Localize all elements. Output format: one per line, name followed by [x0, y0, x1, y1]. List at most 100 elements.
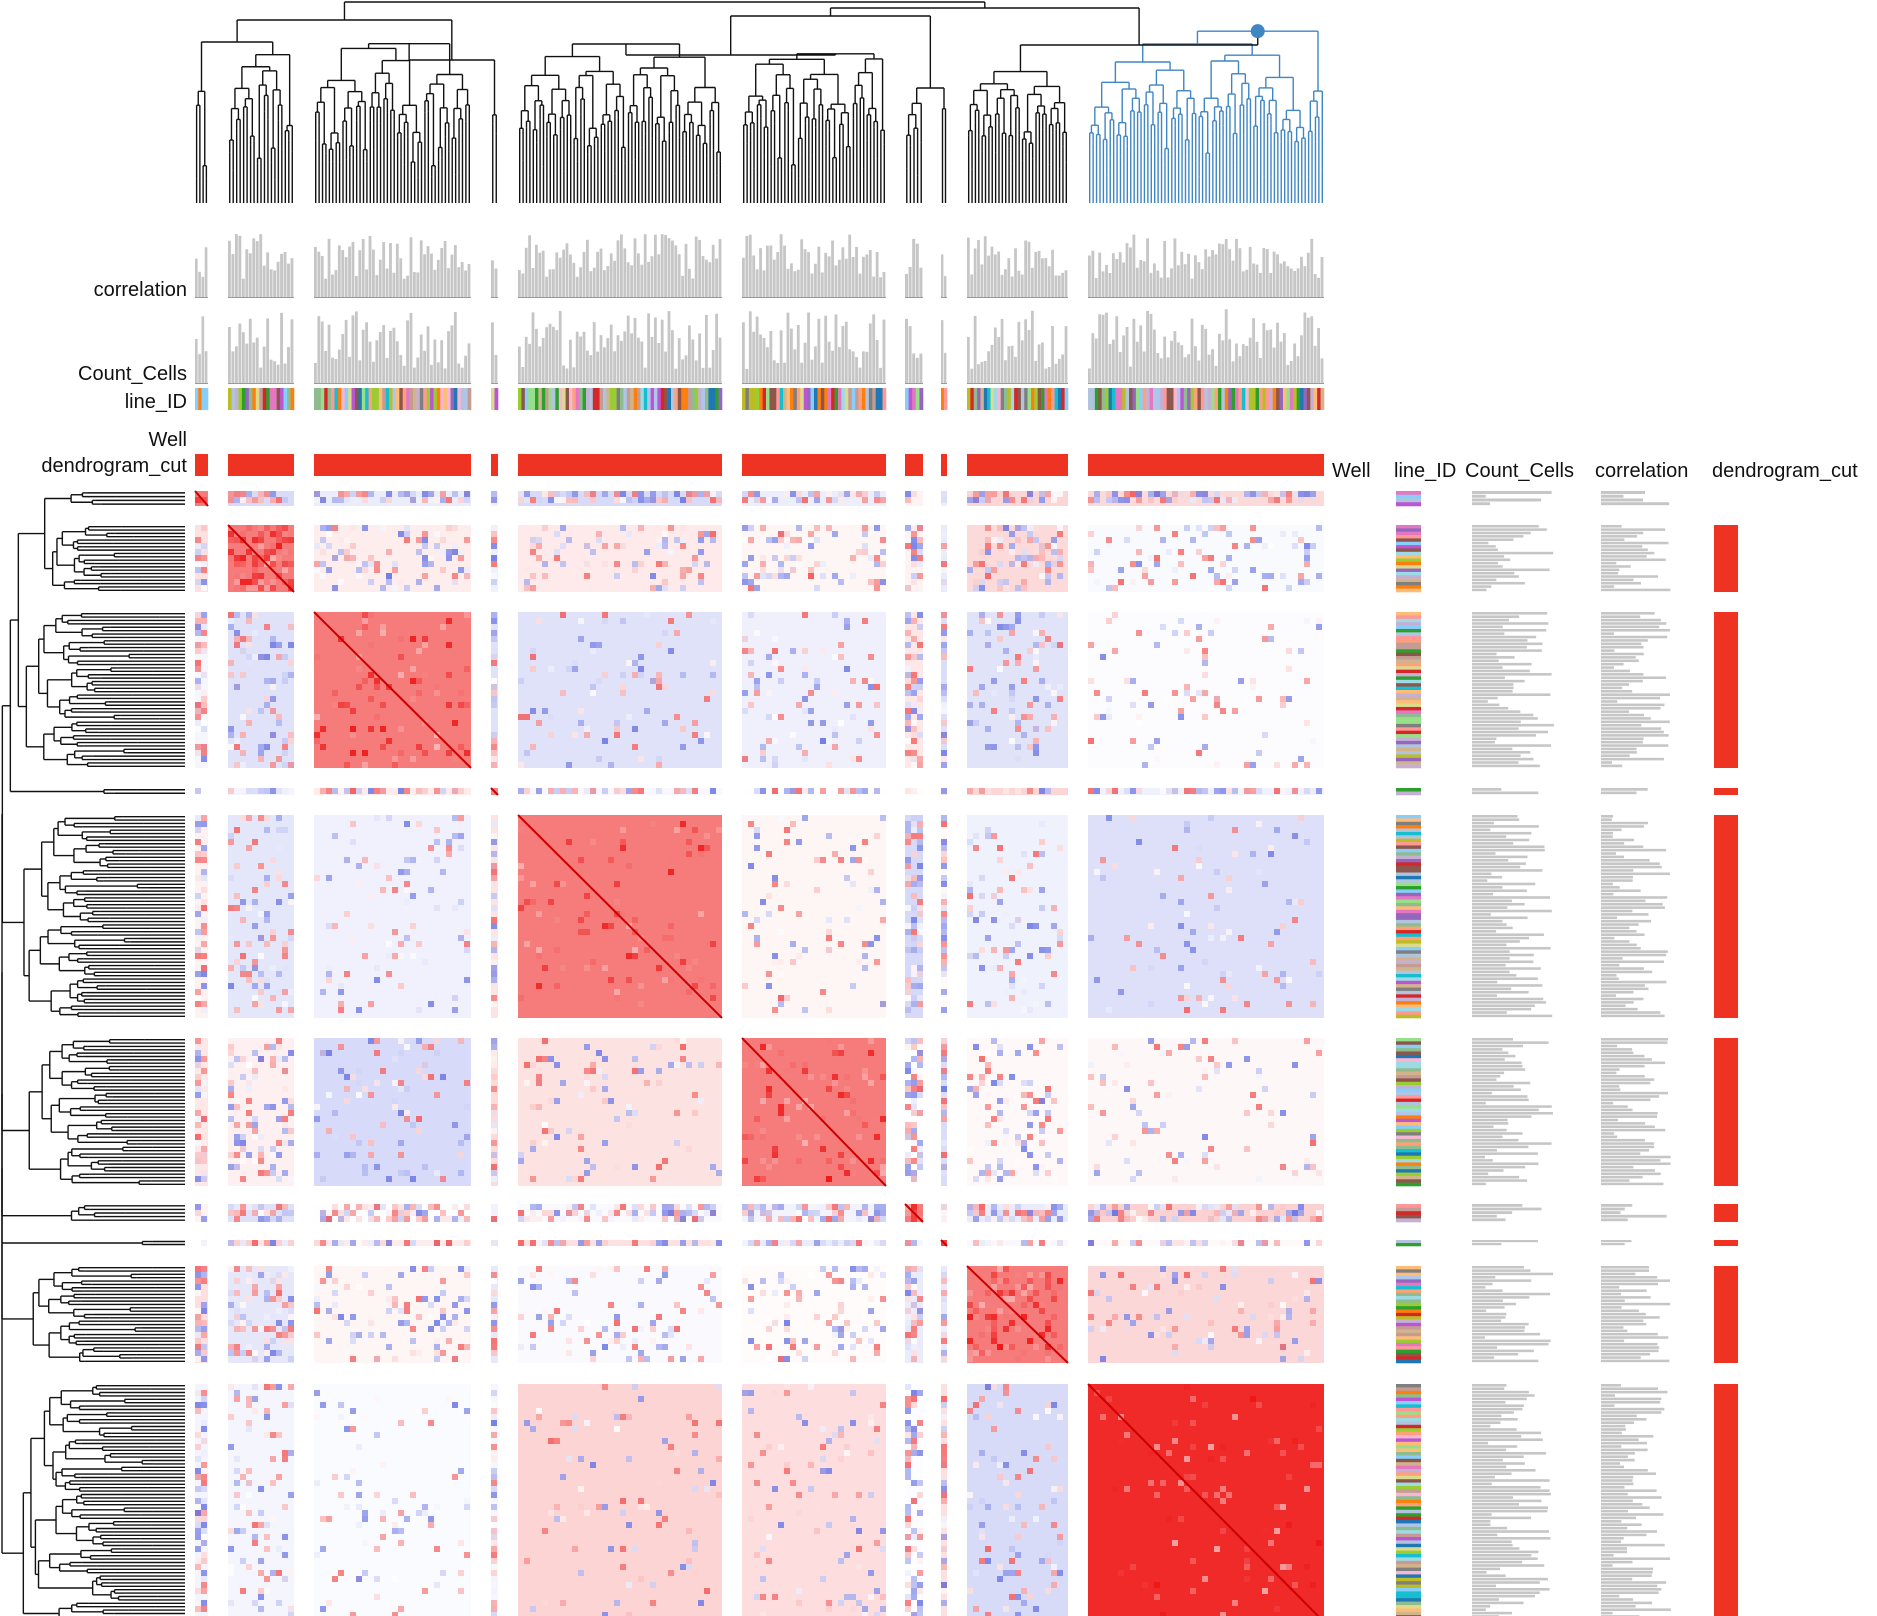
heatmap-cell [416, 1594, 422, 1600]
heatmap-cell [240, 953, 246, 959]
heatmap-block[interactable] [742, 815, 886, 1018]
heatmap-cell [246, 1122, 252, 1128]
col-count-cells-bar [834, 314, 838, 383]
heatmap-cell [491, 738, 497, 744]
heatmap-cell [276, 555, 282, 561]
col-correlation-bar [980, 264, 984, 297]
heatmap-block[interactable] [314, 788, 471, 795]
heatmap-cell [680, 543, 686, 549]
heatmap-cell [234, 497, 240, 503]
col-correlation-bar [423, 254, 427, 297]
col-count-cells-bar [814, 346, 817, 383]
heatmap-cell [246, 1296, 252, 1302]
heatmap-cell [258, 953, 264, 959]
col-correlation-bar [562, 249, 565, 297]
heatmap-cell [626, 1356, 632, 1362]
col-correlation-bar [1214, 254, 1218, 297]
heatmap-cell [195, 1504, 201, 1510]
heatmap-cell [760, 567, 766, 573]
heatmap-cell [710, 690, 716, 696]
col-count-cells-bar [1211, 349, 1214, 383]
heatmap-cell [826, 947, 832, 953]
col-line-id-cell [1276, 388, 1280, 410]
heatmap-cell [276, 989, 282, 995]
heatmap-block[interactable] [491, 815, 498, 1018]
heatmap-block[interactable] [314, 1038, 471, 1186]
heatmap-cell [446, 1396, 452, 1402]
heatmap-cell [246, 497, 252, 503]
heatmap-blocks[interactable] [194, 490, 1324, 1616]
heatmap-cell [608, 1338, 614, 1344]
col-count-cells-bar [993, 327, 997, 383]
col-count-cells-bar [654, 317, 657, 383]
col-count-cells-bar [606, 338, 610, 383]
heatmap-cell [398, 726, 404, 732]
heatmap-cell [201, 1528, 207, 1534]
heatmap-cell [838, 654, 844, 660]
heatmap-cell [626, 1582, 632, 1588]
heatmap-cell [790, 537, 796, 543]
heatmap-cell [246, 1080, 252, 1086]
column-dendrogram[interactable] [195, 1, 1323, 203]
heatmap-cell [195, 1546, 201, 1552]
heatmap-cell [596, 1504, 602, 1510]
heatmap-cell [772, 788, 778, 794]
col-count-cells-bar [1034, 360, 1038, 383]
heatmap-cell [790, 732, 796, 738]
heatmap-cell [201, 1498, 207, 1504]
heatmap-cell [195, 851, 201, 857]
heatmap-cell [240, 971, 246, 977]
heatmap-cell [458, 567, 464, 573]
heatmap-cell [674, 1302, 680, 1308]
heatmap-cell [404, 935, 410, 941]
col-correlation-bar [541, 250, 545, 297]
heatmap-cell [602, 1612, 608, 1616]
heatmap-cell [584, 1210, 590, 1216]
selected-cluster-node[interactable] [1250, 24, 1265, 39]
heatmap-cell [844, 666, 850, 672]
col-line-id-cell [872, 388, 877, 410]
col-line-id-cell [255, 388, 260, 410]
heatmap-cell [195, 1278, 201, 1284]
col-line-id-cell [453, 388, 458, 410]
col-count-cells-bar [382, 325, 386, 383]
heatmap-cell [264, 1326, 270, 1332]
heatmap-cell [234, 585, 240, 591]
heatmap-cell [874, 684, 880, 690]
heatmap-block[interactable] [314, 1240, 471, 1246]
heatmap-cell [446, 549, 452, 555]
col-line-id-cell [748, 388, 753, 410]
heatmap-cell [288, 1402, 294, 1408]
heatmap-cell [195, 612, 201, 618]
heatmap-cell [614, 497, 620, 503]
col-correlation-bar [375, 275, 379, 297]
col-count-cells-bar [269, 359, 273, 383]
heatmap-cell [524, 497, 530, 503]
heatmap-cell [246, 941, 252, 947]
col-correlation-bar [664, 234, 667, 297]
col-count-cells-bar [623, 331, 627, 383]
heatmap-cell [246, 1396, 252, 1402]
col-line-id-cell [389, 388, 393, 410]
heatmap-cell [228, 1570, 234, 1576]
heatmap-block[interactable] [195, 788, 208, 795]
col-count-cells-bar [1173, 331, 1177, 383]
col-count-cells-bar [1027, 329, 1031, 383]
heatmap-cell [320, 549, 326, 555]
heatmap-cell [264, 555, 270, 561]
heatmap-cell [850, 678, 856, 684]
heatmap-block[interactable] [518, 525, 722, 592]
heatmap-block[interactable] [491, 1204, 498, 1222]
col-line-id-cell [228, 388, 232, 410]
heatmap-block[interactable] [491, 1384, 498, 1616]
heatmap-cell [240, 1134, 246, 1140]
heatmap-cell [748, 525, 754, 531]
heatmap-cell [201, 1516, 207, 1522]
heatmap-cell [404, 1240, 410, 1246]
heatmap-cell [428, 1522, 434, 1528]
col-correlation-bar [1262, 247, 1266, 297]
heatmap-cell [590, 491, 596, 497]
heatmap-cell [320, 1216, 326, 1222]
heatmap-cell [234, 642, 240, 648]
heatmap-cell [554, 917, 560, 923]
